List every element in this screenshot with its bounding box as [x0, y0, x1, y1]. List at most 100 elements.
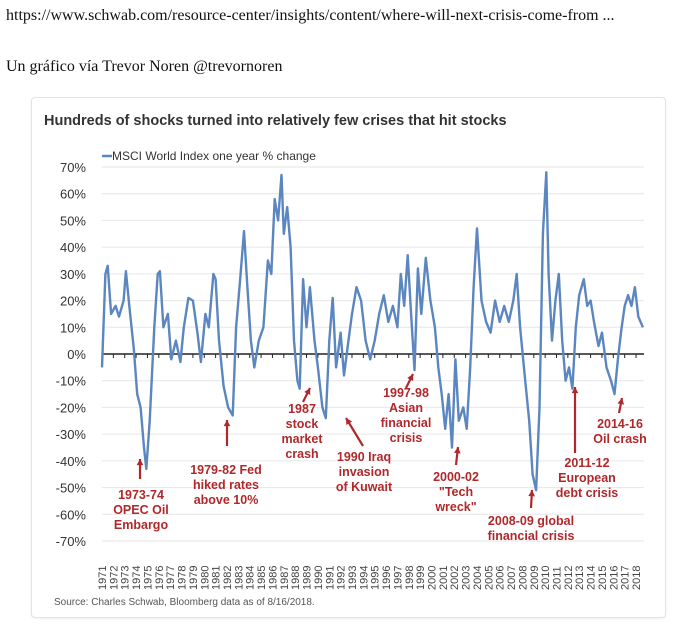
x-tick-label: 2001	[438, 566, 450, 590]
series-line	[100, 171, 645, 492]
annotation-text: debt crisis	[556, 486, 619, 500]
annotation-text: stock	[286, 417, 319, 431]
annotation-text: European	[558, 471, 616, 485]
arrowhead-icon	[571, 387, 579, 394]
annotation-text: "Tech	[439, 485, 473, 499]
y-tick-label: -30%	[56, 427, 87, 442]
annotation-text: above 10%	[194, 493, 259, 507]
y-tick-label: 30%	[60, 267, 86, 282]
annotation-text: of Kuwait	[336, 480, 393, 494]
x-tick-label: 1979	[188, 566, 200, 590]
article-link[interactable]: https://www.schwab.com/resource-center/i…	[6, 7, 615, 24]
x-tick-label: 1981	[211, 566, 223, 590]
annotation-text: crisis	[390, 431, 423, 445]
x-tick-label: 1971	[97, 566, 109, 590]
annotation-text: financial	[381, 416, 432, 430]
x-tick-label: 1992	[336, 566, 348, 590]
y-tick-label: 20%	[60, 294, 86, 309]
x-tick-label: 1973	[120, 566, 132, 590]
x-tick-label: 1991	[324, 566, 336, 590]
x-tick-label: 1997	[392, 566, 404, 590]
x-tick-label: 2006	[495, 566, 507, 590]
x-tick-label: 1972	[108, 566, 120, 590]
annotation-text: Asian	[389, 401, 423, 415]
arrowhead-icon	[223, 420, 231, 427]
arrowhead-icon	[346, 418, 353, 425]
x-tick-label: 1999	[415, 566, 427, 590]
annotation-text: 1997-98	[383, 386, 429, 400]
y-tick-label: -10%	[56, 374, 87, 389]
x-tick-label: 1994	[358, 566, 370, 590]
annotation-text: crash	[285, 447, 318, 461]
x-tick-label: 1996	[381, 566, 393, 590]
annotation-text: financial crisis	[488, 529, 575, 543]
x-tick-label: 2002	[449, 566, 461, 590]
x-tick-label: 1988	[290, 566, 302, 590]
y-tick-label: 10%	[60, 320, 86, 335]
annotation-text: 2008-09 global	[488, 514, 574, 528]
x-tick-label: 1976	[154, 566, 166, 590]
y-tick-label: 40%	[60, 240, 86, 255]
y-tick-label: 50%	[60, 213, 86, 228]
x-tick-label: 2016	[608, 566, 620, 590]
y-tick-label: -60%	[56, 507, 87, 522]
y-tick-label: 70%	[60, 160, 86, 175]
x-tick-label: 1993	[347, 566, 359, 590]
x-tick-label: 2013	[574, 566, 586, 590]
annotation-text: wreck"	[434, 500, 476, 514]
x-tick-label: 1978	[177, 566, 189, 590]
x-tick-label: 1989	[302, 566, 314, 590]
x-tick-label: 1980	[199, 566, 211, 590]
chart-title: Hundreds of shocks turned into relativel…	[44, 113, 507, 129]
x-tick-label: 2015	[597, 566, 609, 590]
y-tick-label: 60%	[60, 187, 86, 202]
x-tick-label: 1983	[233, 566, 245, 590]
x-tick-label: 1985	[256, 566, 268, 590]
annotation-text: 2011-12	[564, 456, 609, 470]
x-tick-label: 2014	[586, 566, 598, 590]
y-tick-label: -70%	[56, 534, 87, 549]
arrowhead-icon	[528, 490, 536, 497]
annotation-text: 1973-74	[118, 488, 164, 502]
x-tick-label: 2009	[529, 566, 541, 590]
annotation-text: Embargo	[114, 518, 169, 532]
x-tick-label: 2003	[461, 566, 473, 590]
x-tick-label: 2000	[427, 566, 439, 590]
y-tick-label: -50%	[56, 481, 87, 496]
annotation-text: 1987	[288, 402, 316, 416]
msci-chart: Hundreds of shocks turned into relativel…	[44, 113, 647, 608]
x-tick-label: 1975	[142, 566, 154, 590]
chart-source: Source: Charles Schwab, Bloomberg data a…	[54, 597, 315, 608]
x-tick-label: 2007	[506, 566, 518, 590]
x-tick-label: 2010	[540, 566, 552, 590]
x-tick-label: 1990	[313, 566, 325, 590]
chart-credit: Un gráfico vía Trevor Noren @trevornoren	[6, 58, 283, 75]
legend-label: MSCI World Index one year % change	[112, 149, 316, 163]
x-tick-label: 2008	[517, 566, 529, 590]
arrowhead-icon	[304, 388, 311, 395]
annotation-text: invasion	[339, 465, 390, 479]
annotation-text: hiked rates	[193, 478, 259, 492]
chart-card: Hundreds of shocks turned into relativel…	[31, 97, 666, 618]
arrowhead-icon	[136, 459, 144, 466]
x-tick-label: 1977	[165, 566, 177, 590]
x-tick-label: 1982	[222, 566, 234, 590]
arrowhead-icon	[453, 447, 461, 454]
annotation-text: OPEC Oil	[113, 503, 169, 517]
arrowhead-icon	[407, 374, 414, 381]
x-tick-label: 2017	[620, 566, 632, 590]
x-tick-label: 2012	[563, 566, 575, 590]
annotation-text: Oil crash	[593, 432, 647, 446]
x-tick-label: 1984	[245, 566, 257, 590]
x-tick-label: 2004	[472, 566, 484, 590]
x-tick-label: 2018	[631, 566, 643, 590]
y-tick-label: 0%	[67, 347, 86, 362]
